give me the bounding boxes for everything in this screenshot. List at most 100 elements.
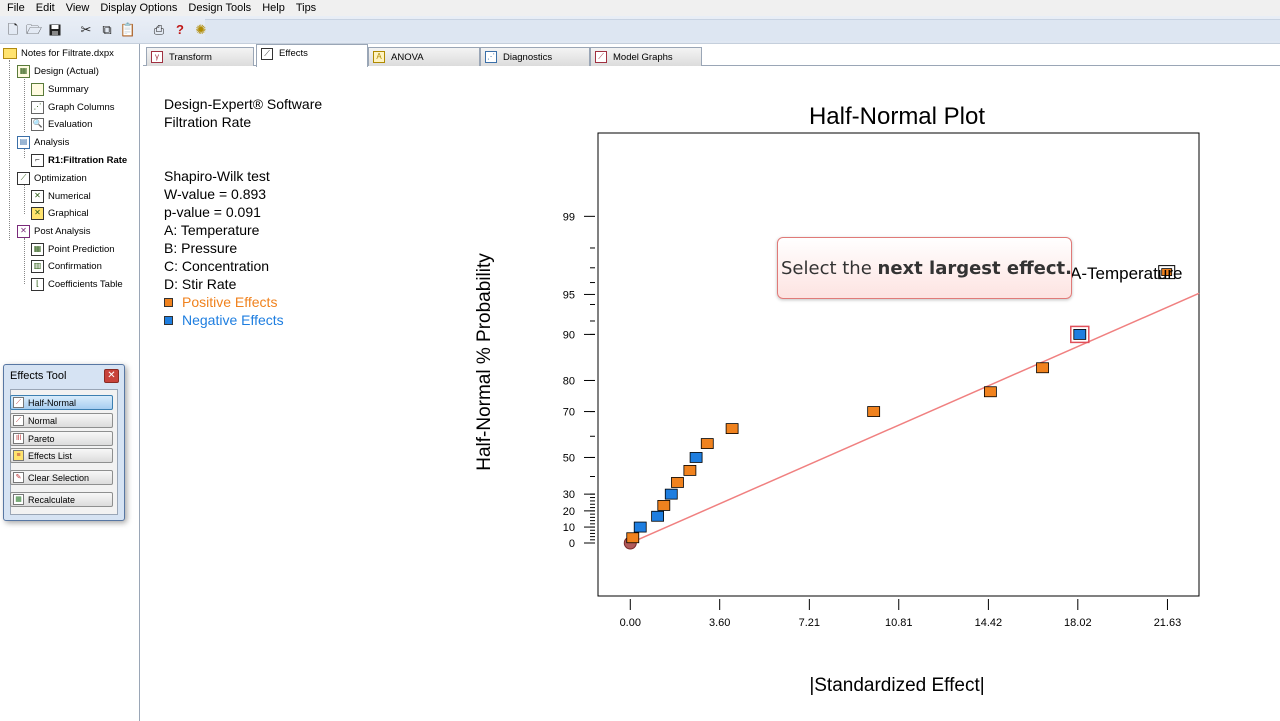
y-tick-label: 70 xyxy=(563,407,575,419)
selected-effect-point[interactable] xyxy=(1161,268,1173,277)
menu-design-tools[interactable]: Design Tools xyxy=(188,2,252,14)
legend-positive: Positive Effects xyxy=(164,293,322,311)
menu-file[interactable]: File xyxy=(7,2,25,14)
point-prediction-icon: ▦ xyxy=(31,242,44,256)
tree-item-graph-columns[interactable]: ⋰ Graph Columns xyxy=(31,100,115,114)
menu-view[interactable]: View xyxy=(65,2,90,14)
clear-selection-button[interactable]: ✎ Clear Selection xyxy=(10,470,113,485)
menu-bar: File Edit View Display Options Design To… xyxy=(0,0,1280,16)
x-tick-label: 14.42 xyxy=(975,617,1003,629)
y-axis: 0 10 20 30 50 70 80 90 95 99 xyxy=(563,211,595,550)
graph-columns-icon: ⋰ xyxy=(31,100,44,114)
menu-display-options[interactable]: Display Options xyxy=(100,2,178,14)
tree-item-summary[interactable]: Summary xyxy=(31,82,89,96)
tab-transform[interactable]: γ Transform xyxy=(146,47,254,66)
effects-tool-window[interactable]: Effects Tool ✕ ⟋ Half-Normal ⟋ Normal Il… xyxy=(3,364,125,521)
half-normal-plot[interactable]: Half-Normal Plot 0 10 20 30 50 70 80 90 95 99 0.0… xyxy=(141,66,1280,721)
x-axis: 0.00 3.60 7.21 10.81 14.42 18.02 21.63 xyxy=(620,599,1182,629)
x-tick-label: 10.81 xyxy=(885,617,913,629)
copy-icon[interactable]: ⧉ xyxy=(102,21,112,37)
factor-d: D: Stir Rate xyxy=(164,276,237,292)
tree-root-file[interactable]: Notes for Filtrate.dxpx xyxy=(3,46,114,60)
effect-point-positive[interactable] xyxy=(725,423,739,434)
close-icon[interactable]: ✕ xyxy=(104,369,119,383)
tree-item-optimization[interactable]: ⟋ Optimization xyxy=(17,171,87,185)
tree-item-coefficients-table[interactable]: ⌊ Coefficients Table xyxy=(31,277,123,291)
tree-item-analysis[interactable]: ▤ Analysis xyxy=(17,135,69,149)
effect-point-positive[interactable] xyxy=(983,386,997,398)
toolbar: 🗋 🗁 ✂ ⧉ 📋 ⎙ ? ✺ xyxy=(0,16,1280,44)
y-axis-label: Half-Normal % Probability xyxy=(474,253,495,471)
tree-item-r1-filtration-rate[interactable]: ⌐ R1:Filtration Rate xyxy=(31,153,127,167)
save-icon[interactable] xyxy=(46,21,64,39)
tab-anova[interactable]: A ANOVA xyxy=(368,47,480,66)
paste-icon[interactable]: 📋 xyxy=(119,21,137,37)
diagnostics-icon: ⋰ xyxy=(485,51,497,63)
y-tick-label: 95 xyxy=(563,289,575,301)
design-grid-icon: ▦ xyxy=(17,64,30,78)
evaluation-icon: 🔍 xyxy=(31,117,44,131)
tree-item-graphical[interactable]: ✕ Graphical xyxy=(31,206,89,220)
effect-point-negative[interactable] xyxy=(1073,329,1087,340)
effect-point-negative[interactable] xyxy=(689,452,703,463)
y-tick-label: 0 xyxy=(569,538,575,550)
x-axis-label: |Standardized Effect| xyxy=(809,675,984,696)
tab-effects[interactable]: ⟋ Effects xyxy=(256,44,368,67)
view-tabs: γ Transform ⟋ Effects A ANOVA ⋰ Diagnost… xyxy=(143,44,1280,67)
effect-point-negative[interactable] xyxy=(651,510,665,522)
tree-item-evaluation[interactable]: 🔍 Evaluation xyxy=(31,117,93,131)
recalculate-button[interactable]: ▦ Recalculate xyxy=(10,492,113,507)
effects-tool-title[interactable]: Effects Tool xyxy=(10,370,67,382)
menu-edit[interactable]: Edit xyxy=(35,2,55,14)
effect-point-negative[interactable] xyxy=(664,488,678,500)
effect-point-positive[interactable] xyxy=(1036,362,1049,374)
legend-negative: Negative Effects xyxy=(164,311,322,329)
tab-model-graphs[interactable]: ⟋ Model Graphs xyxy=(590,47,702,66)
half-normal-icon: ⟋ xyxy=(13,397,24,408)
menu-tips[interactable]: Tips xyxy=(295,2,317,14)
print-icon[interactable]: ⎙ xyxy=(153,21,165,37)
toolbar-empty-area xyxy=(205,19,1280,41)
effects-list-button[interactable]: ≡ Effects List xyxy=(10,448,113,463)
y-tick-label: 99 xyxy=(563,211,575,223)
tree-item-design[interactable]: ▦ Design (Actual) xyxy=(17,64,99,78)
plot-area[interactable] xyxy=(597,132,1200,597)
effect-point-positive[interactable] xyxy=(700,438,714,449)
tree-item-point-prediction[interactable]: ▦ Point Prediction xyxy=(31,242,115,256)
open-folder-icon[interactable]: 🗁 xyxy=(25,21,43,37)
effect-point-negative[interactable] xyxy=(633,521,647,533)
tree-item-numerical[interactable]: ✕ Numerical xyxy=(31,189,91,203)
y-tick-label: 80 xyxy=(563,375,575,387)
highlight-box xyxy=(1070,325,1090,344)
x-tick-label: 18.02 xyxy=(1064,617,1092,629)
effect-point-positive[interactable] xyxy=(657,500,671,511)
x-tick-label: 21.63 xyxy=(1154,617,1182,629)
pareto-button[interactable]: Ill Pareto xyxy=(10,431,113,446)
effect-point-positive[interactable] xyxy=(867,406,881,417)
normal-button[interactable]: ⟋ Normal xyxy=(10,413,113,428)
tutorial-callout: Select the next largest effect. xyxy=(777,237,1072,299)
tree-item-post-analysis[interactable]: ✕ Post Analysis xyxy=(17,224,91,238)
y-tick-label: 90 xyxy=(563,329,575,341)
menu-help[interactable]: Help xyxy=(262,2,285,14)
numerical-icon: ✕ xyxy=(31,189,44,203)
effect-point-positive[interactable] xyxy=(626,532,640,544)
recalculate-icon: ▦ xyxy=(13,494,24,505)
model-graphs-icon: ⟋ xyxy=(595,51,607,63)
cut-icon[interactable]: ✂ xyxy=(80,21,92,37)
x-tick-label: 7.21 xyxy=(799,617,820,629)
tree-item-confirmation[interactable]: ▥ Confirmation xyxy=(31,259,102,273)
help-icon[interactable]: ? xyxy=(176,21,184,37)
factor-a: A: Temperature xyxy=(164,222,260,238)
y-tick-label: 30 xyxy=(563,489,575,501)
half-normal-button[interactable]: ⟋ Half-Normal xyxy=(10,395,113,410)
effect-point-positive[interactable] xyxy=(671,477,684,488)
effects-icon: ⟋ xyxy=(261,48,273,60)
normality-test: Shapiro-Wilk test xyxy=(164,168,270,184)
tip-bulb-icon[interactable]: ✺ xyxy=(195,21,207,37)
pareto-icon: Ill xyxy=(13,433,24,444)
tab-diagnostics[interactable]: ⋰ Diagnostics xyxy=(480,47,590,66)
graph-info-panel: Design-Expert® Software Filtration Rate … xyxy=(164,95,322,329)
effect-point-positive[interactable] xyxy=(683,465,697,476)
new-file-icon[interactable]: 🗋 xyxy=(7,21,19,37)
